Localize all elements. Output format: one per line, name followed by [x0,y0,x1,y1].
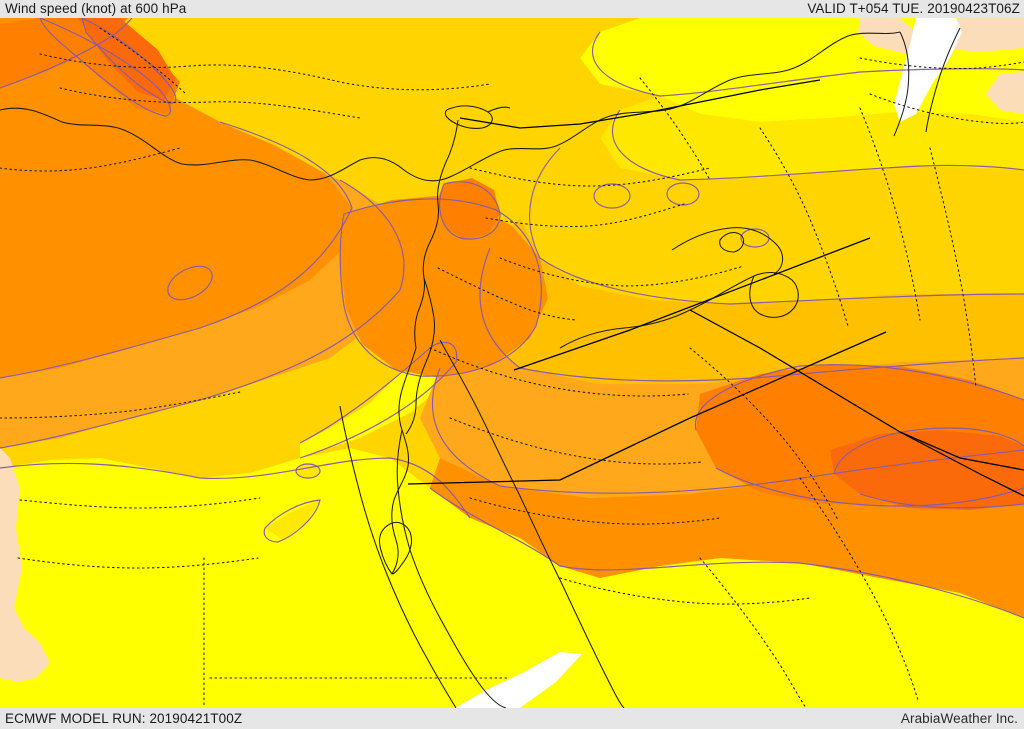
coast-qatar [719,231,745,253]
fill-white-blacksea [894,18,962,122]
border-saudi-jordan [407,331,887,485]
isoline-mid-3 [431,367,1024,494]
isoline-jet-n [694,364,1024,431]
isoline-nw-3 [0,18,133,89]
coast-egypt-nile [339,405,457,708]
fill-yellow-south [0,448,1024,708]
coast-gulf-south [749,271,799,318]
border-dot-iran-2 [859,107,921,321]
coast-redsea-west [396,429,507,708]
border-dot-syria-1 [469,167,711,187]
isoline-mid-2 [479,247,1024,382]
border-dot-caucasus [859,57,1024,70]
isoline-nw-2 [0,121,353,379]
isoline-jet-core [833,427,1024,475]
fill-gold-mid [520,138,1024,304]
border-dot-anatolia-1 [39,53,491,91]
isoline-levant-core [439,181,501,240]
border-dot-arabia-1 [429,347,689,397]
fill-orange-nw2 [0,18,352,378]
valid-time-label: VALID T+054 TUE. 20190423T06Z [807,1,1020,16]
coast-redsea-east [439,339,625,708]
map-canvas [0,18,1024,708]
border-dot-caucasus-2 [869,93,1024,125]
border-dot-iraq-1 [499,257,745,287]
isoline-mid-1 [529,147,1024,305]
isoline-aegean-core [81,18,177,104]
isoline-ne-2 [611,109,1024,181]
coast-caspian-e [925,27,961,133]
isoline-blob-b [593,183,631,209]
coast-turkey-south [0,31,901,182]
coast-levant [414,119,459,349]
fill-peach-west [0,448,50,682]
isoline-jet-s [715,467,1024,507]
border-saudi-iraq [513,237,871,371]
model-run-label: ECMWF MODEL RUN: 20190421T00Z [5,711,243,726]
fill-orange-blob-arabia [167,266,213,300]
border-dot-libya-1 [19,497,261,509]
header-bar: Wind speed (knot) at 600 hPa VALID T+054… [0,0,1024,18]
border-layer [0,27,1024,708]
coast-sinai-tip [379,521,413,575]
border-dot-anatolia-2 [59,87,361,119]
border-dot-syria-2 [485,203,685,228]
isoline-nile-tongue [299,341,458,459]
isoline-south-1 [429,487,1024,619]
contour-fill-layer [0,18,1024,708]
coast-arabia-gulf [559,275,755,349]
fill-deeporange-jet2 [830,430,1024,510]
fill-deeporange-streak [78,18,176,100]
isoline-south-2 [0,457,471,519]
border-dot-arabia-2 [449,417,703,465]
coast-sinai [391,347,417,575]
border-dot-iran-4 [639,77,711,181]
fill-yellow2-ne [600,96,1024,180]
provider-credit: ArabiaWeather Inc. [900,711,1018,726]
coast-cyprus [444,105,493,129]
isoline-jet-core2 [859,493,1024,509]
border-turkey-syria [459,79,821,129]
border-dot-arabia-3 [469,497,721,525]
fill-amber-band [470,218,1024,384]
border-iran-east [899,431,1024,471]
border-dot-aegean [99,27,187,95]
coast-gulf-iran [671,227,784,275]
coast-cyprus-tail [487,106,511,113]
border-dot-jordan [437,267,577,321]
fill-yellow-blob-d [296,464,320,478]
border-dot-iran-se2 [699,557,807,708]
footer-bar: ECMWF MODEL RUN: 20190421T00Z ArabiaWeat… [0,708,1024,729]
isoline-blob-arabia [167,265,213,301]
fill-orange-levant [340,196,548,378]
coast-caspian-w [893,31,910,137]
border-dot-greece [0,147,181,172]
forecast-map[interactable] [0,18,1024,708]
coastline-layer [0,27,961,708]
isoline-blob-d [295,463,321,479]
coast-gulf-aqaba [405,277,436,435]
fill-orange-levant2 [436,178,500,240]
isoline-aegean-streak [39,18,172,117]
border-dot-iran-1 [759,127,849,327]
border-dot-arabia-4 [559,577,811,605]
isoline-blob-c [666,182,700,206]
border-dot-libya-2 [17,557,259,569]
isoline-layer [0,18,1024,619]
page-title: Wind speed (knot) at 600 hPa [5,1,187,16]
isoline-levant [339,198,542,377]
fill-yellow-blob-e [265,500,320,540]
border-dot-nafrica [0,391,241,419]
fill-peach-caucasus2 [986,72,1024,114]
isoline-blob-e [263,499,321,543]
border-dot-gulf-s [689,347,839,521]
border-iran-diag [689,309,1024,497]
isoline-ne-1 [591,31,1024,97]
isoline-nw-1 [0,179,405,449]
